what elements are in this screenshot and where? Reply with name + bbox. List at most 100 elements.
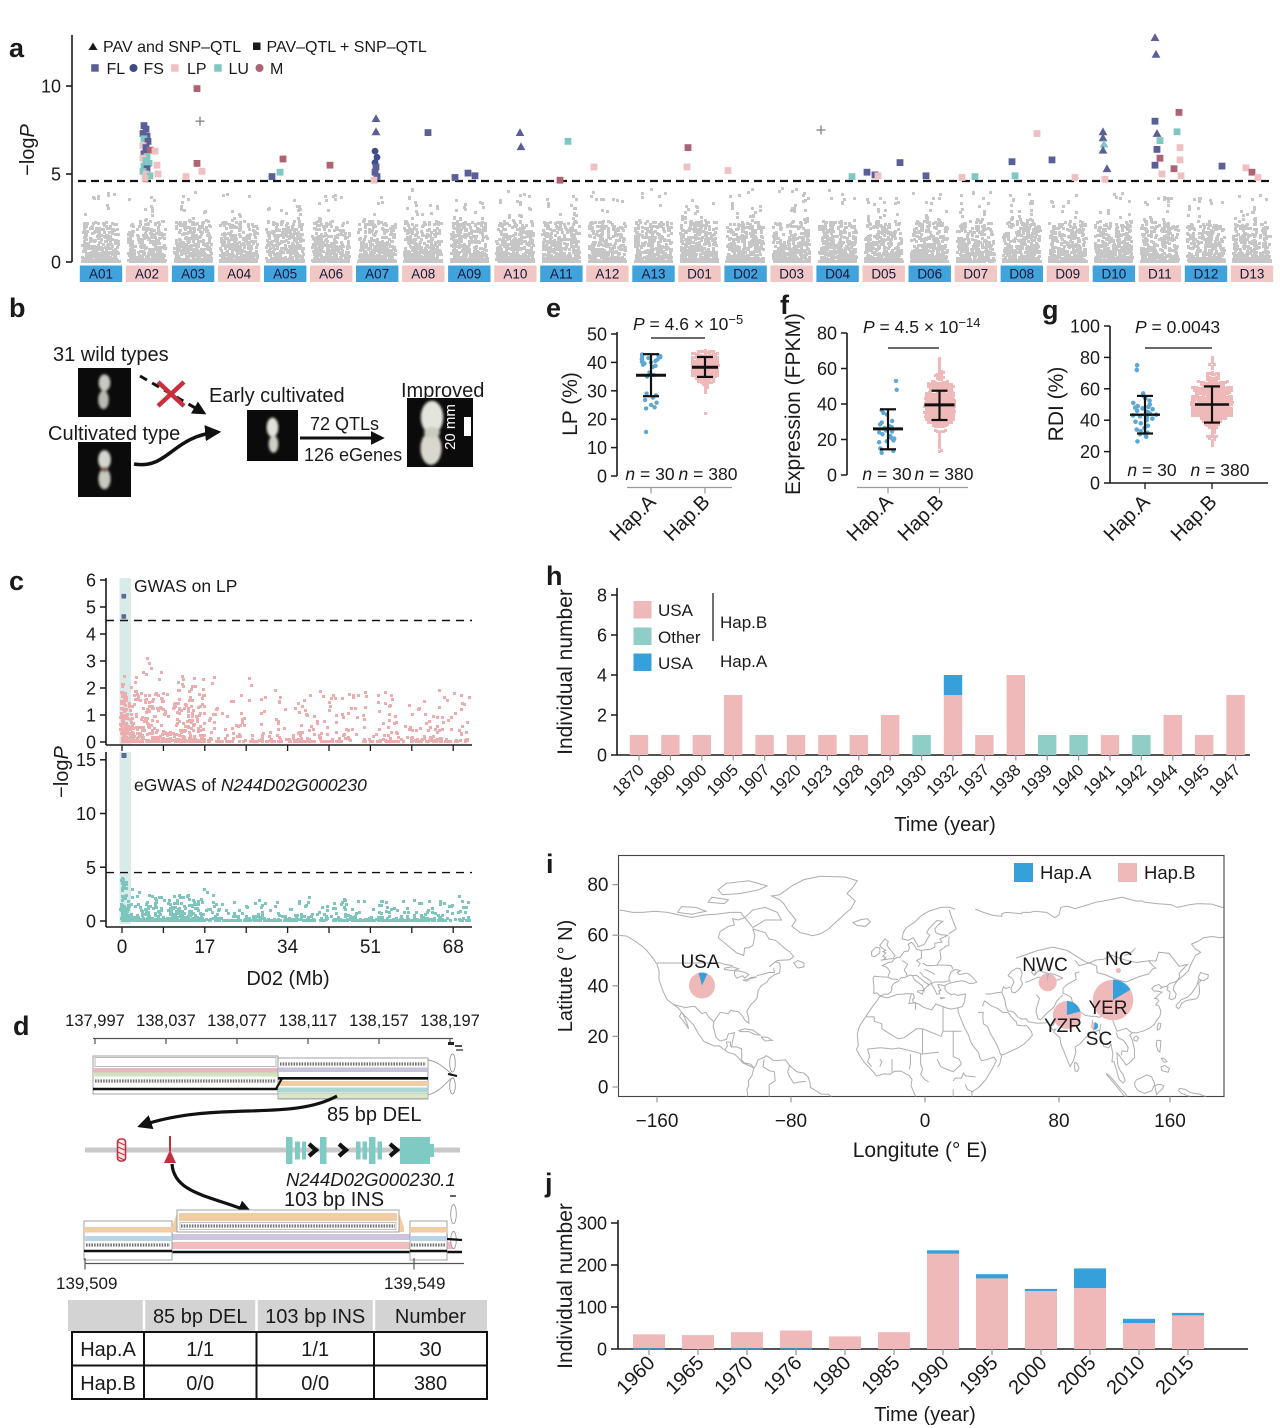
svg-text:0: 0: [86, 912, 96, 932]
svg-text:1/1: 1/1: [186, 1339, 214, 1361]
svg-text:Individual number: Individual number: [554, 1203, 577, 1369]
svg-text:100: 100: [577, 1298, 607, 1318]
svg-text:g: g: [1042, 295, 1059, 325]
svg-text:80: 80: [817, 324, 837, 344]
svg-text:10: 10: [41, 77, 61, 97]
svg-text:40: 40: [817, 395, 837, 415]
svg-text:D10: D10: [1102, 267, 1127, 282]
svg-text:n = 380: n = 380: [679, 464, 738, 484]
svg-text:30: 30: [419, 1339, 441, 1361]
svg-text:5: 5: [86, 598, 96, 618]
svg-text:n = 380: n = 380: [1191, 460, 1250, 480]
svg-text:n = 30: n = 30: [625, 464, 674, 484]
svg-text:0: 0: [598, 1078, 609, 1099]
svg-text:D02 (Mb): D02 (Mb): [246, 968, 329, 990]
svg-text:31 wild types: 31 wild types: [53, 344, 169, 366]
svg-text:USA: USA: [680, 952, 719, 973]
svg-text:80: 80: [587, 875, 608, 896]
svg-text:34: 34: [277, 937, 299, 958]
svg-text:160: 160: [1154, 1111, 1186, 1132]
svg-text:A09: A09: [457, 267, 481, 282]
svg-text:0: 0: [827, 466, 837, 486]
svg-text:51: 51: [360, 937, 381, 958]
svg-text:4: 4: [597, 666, 607, 686]
svg-text:139,549: 139,549: [384, 1274, 445, 1293]
svg-text:D08: D08: [1009, 267, 1034, 282]
svg-text:P = 0.0043: P = 0.0043: [1135, 317, 1220, 337]
svg-text:30: 30: [587, 381, 607, 401]
svg-text:Hap.B: Hap.B: [720, 613, 767, 632]
svg-text:6: 6: [597, 626, 607, 646]
svg-text:103 bp INS: 103 bp INS: [284, 1189, 384, 1211]
svg-text:PAV and SNP–QTL: PAV and SNP–QTL: [103, 39, 241, 56]
svg-text:1/1: 1/1: [301, 1339, 329, 1361]
svg-text:A11: A11: [550, 267, 573, 282]
svg-text:D06: D06: [917, 267, 942, 282]
svg-text:137,997: 137,997: [65, 1012, 125, 1030]
svg-text:Time (year): Time (year): [874, 1404, 975, 1426]
svg-text:380: 380: [414, 1373, 447, 1395]
svg-text:2: 2: [86, 679, 96, 699]
svg-text:f: f: [780, 290, 790, 320]
svg-text:GWAS on LP: GWAS on LP: [134, 576, 237, 596]
svg-text:0: 0: [920, 1111, 931, 1132]
svg-text:A10: A10: [503, 267, 527, 282]
svg-text:USA: USA: [658, 654, 694, 673]
svg-text:D11: D11: [1148, 267, 1172, 282]
svg-text:D02: D02: [733, 267, 758, 282]
svg-text:72 QTLs: 72 QTLs: [310, 414, 379, 434]
svg-text:20: 20: [817, 430, 837, 450]
svg-text:NWC: NWC: [1022, 955, 1067, 976]
svg-text:A13: A13: [641, 267, 665, 282]
svg-text:Early cultivated: Early cultivated: [209, 385, 345, 407]
svg-text:17: 17: [194, 937, 215, 958]
svg-text:0: 0: [597, 746, 607, 766]
svg-text:0: 0: [1090, 474, 1100, 494]
svg-text:M: M: [270, 61, 283, 78]
svg-text:D12: D12: [1194, 267, 1219, 282]
svg-text:−logP: −logP: [17, 123, 39, 175]
svg-text:5: 5: [51, 165, 61, 185]
svg-text:j: j: [544, 1168, 553, 1198]
svg-text:i: i: [546, 849, 554, 879]
svg-text:60: 60: [1080, 379, 1100, 399]
svg-text:Cultivated type: Cultivated type: [48, 423, 180, 445]
svg-text:103 bp INS: 103 bp INS: [265, 1306, 365, 1328]
svg-text:LP: LP: [187, 61, 207, 78]
svg-text:200: 200: [577, 1256, 607, 1276]
svg-text:Time (year): Time (year): [894, 814, 995, 836]
svg-text:3: 3: [86, 652, 96, 672]
svg-text:10: 10: [587, 438, 607, 458]
svg-text:A08: A08: [411, 267, 435, 282]
svg-text:USA: USA: [658, 601, 694, 620]
svg-text:YZR: YZR: [1044, 1016, 1082, 1037]
svg-text:300: 300: [577, 1214, 607, 1234]
svg-text:0/0: 0/0: [186, 1373, 214, 1395]
svg-text:40: 40: [587, 976, 608, 997]
svg-text:Number: Number: [395, 1306, 466, 1328]
svg-text:n = 30: n = 30: [1127, 460, 1176, 480]
svg-text:Improved: Improved: [401, 380, 484, 402]
svg-text:20: 20: [587, 1027, 608, 1048]
svg-text:Other: Other: [658, 628, 701, 647]
svg-text:−80: −80: [775, 1111, 807, 1132]
svg-text:60: 60: [587, 926, 608, 947]
svg-text:A12: A12: [595, 267, 619, 282]
svg-text:85 bp DEL: 85 bp DEL: [153, 1306, 248, 1328]
svg-text:68: 68: [443, 937, 464, 958]
svg-text:139,509: 139,509: [56, 1274, 117, 1293]
svg-text:h: h: [546, 561, 563, 591]
svg-text:A05: A05: [273, 267, 297, 282]
svg-text:A06: A06: [319, 267, 343, 282]
svg-text:0: 0: [117, 937, 128, 958]
svg-text:126 eGenes: 126 eGenes: [304, 445, 402, 465]
svg-text:4: 4: [86, 625, 96, 645]
svg-text:D13: D13: [1240, 267, 1265, 282]
svg-text:8: 8: [597, 586, 607, 606]
svg-text:D03: D03: [779, 267, 804, 282]
svg-text:A03: A03: [181, 267, 205, 282]
svg-text:40: 40: [587, 353, 607, 373]
svg-text:Hap.B: Hap.B: [1144, 862, 1195, 883]
svg-text:50: 50: [587, 325, 607, 345]
svg-text:6: 6: [86, 571, 96, 591]
